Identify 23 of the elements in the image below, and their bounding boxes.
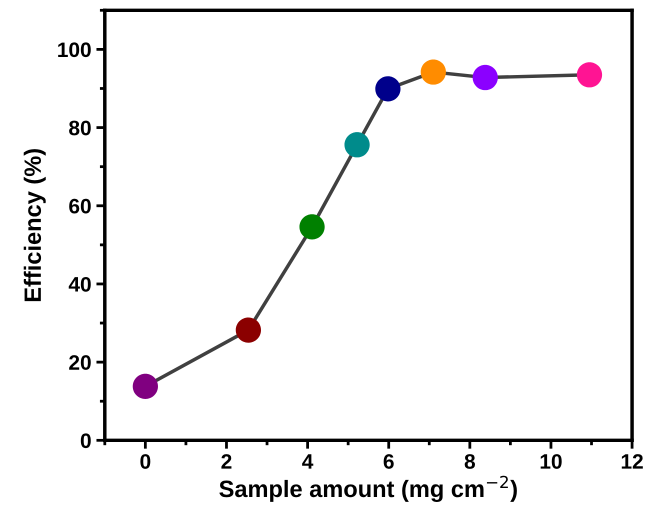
x-axis-title: Sample amount (mg cm$^{−2}$)	[219, 476, 517, 502]
y-axis-title: Efficiency (%)	[24, 149, 46, 302]
point	[344, 132, 370, 158]
y-tick-label: 100	[58, 42, 91, 58]
y-tick-label: 20	[69, 355, 91, 370]
x-tick-label: 10	[540, 454, 562, 469]
point	[299, 214, 325, 240]
y-tick-label: 80	[69, 120, 91, 136]
x-tick-label: 4	[302, 454, 314, 469]
y-tick-label: 0	[80, 433, 91, 448]
x-tick-label: 12	[622, 454, 643, 469]
y-tick-label: 40	[68, 276, 91, 292]
point	[576, 62, 602, 88]
point	[420, 59, 446, 85]
y-tick-label: 60	[69, 198, 91, 214]
point	[132, 374, 158, 399]
x-tick-label: 8	[464, 454, 475, 469]
point	[472, 64, 498, 90]
point	[375, 76, 401, 102]
x-tick-label: 6	[384, 454, 394, 469]
x-tick-label: 2	[221, 454, 232, 469]
point	[236, 317, 261, 343]
x-tick-label: 0	[140, 454, 150, 469]
